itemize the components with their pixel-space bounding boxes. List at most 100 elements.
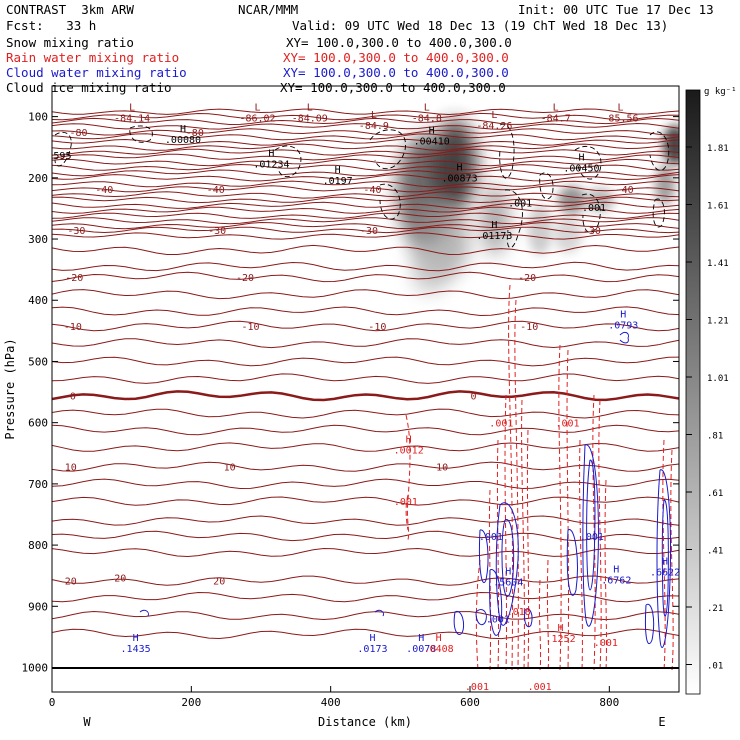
extremum-value: .0012	[394, 445, 424, 456]
temperature-label: -10	[520, 322, 538, 333]
temperature-contour	[52, 185, 679, 193]
y-tick-label: 900	[28, 600, 48, 613]
extremum-value: -85.56	[602, 113, 638, 124]
x-axis-west-label: W	[83, 715, 91, 729]
colorbar-gradient	[685, 89, 701, 695]
temperature-label: -10	[242, 322, 260, 333]
y-tick-label: 800	[28, 539, 48, 552]
extremum-marker: H.1435	[121, 633, 151, 655]
x-axis-label: Distance (km)	[318, 715, 412, 729]
temperature-label: -20	[236, 273, 254, 284]
colorbar-tick-label: 1.61	[707, 202, 729, 212]
colorbar-tick-label: .81	[707, 432, 723, 442]
cloud-ice-contours	[54, 123, 670, 248]
temperature-label: -20	[65, 273, 83, 284]
extremum-value: .6622	[650, 568, 680, 579]
temperature-label: -30	[208, 226, 226, 237]
temperature-contour	[52, 338, 679, 349]
extremum-value: .5604	[493, 577, 523, 588]
cloud-water-contours	[139, 331, 672, 648]
temperature-contour	[52, 320, 679, 332]
extremum-marker: H.0197	[323, 165, 353, 187]
temperature-label: -30	[67, 226, 85, 237]
extremum-marker: H.0078	[406, 633, 436, 655]
contour-value-label: .018	[507, 607, 531, 618]
colorbar-tick-label: 1.21	[707, 317, 729, 327]
temperature-contour	[52, 201, 679, 209]
extremum-letter: H	[491, 220, 497, 231]
temperature-contour	[52, 180, 679, 188]
extremum-value: .1435	[121, 644, 151, 655]
temperature-contour	[52, 153, 679, 161]
colorbar-tick-label: 1.41	[707, 259, 729, 269]
legend-cloud-water-label: Cloud water mixing ratio	[6, 65, 187, 80]
legend-cloud-ice-xy: XY= 100.0,300.0 to 400.0,300.0	[280, 80, 506, 95]
temperature-label: 20	[65, 577, 77, 588]
contour-value-labels: 595.001.001.001.001.001.001.001.001.018.…	[53, 151, 617, 693]
extremum-marker: H.01234	[253, 148, 289, 170]
extremum-letter: H	[505, 566, 511, 577]
extremum-value: -84.9	[359, 121, 389, 132]
extremum-letter: L	[617, 102, 623, 113]
x-tick-label: 0	[49, 696, 56, 709]
extremum-letter: H	[620, 309, 626, 320]
temperature-contour	[52, 496, 679, 506]
legend-cloud-water-xy: XY= 100.0,300.0 to 400.0,300.0	[283, 65, 509, 80]
extremum-value: .0078	[406, 644, 436, 655]
temperature-contour	[52, 169, 679, 177]
temperature-label: -40	[363, 185, 381, 196]
extremum-letter: H	[335, 165, 341, 176]
temperature-contour	[52, 217, 679, 225]
extremum-letter: H	[578, 153, 584, 164]
extremum-value: .0793	[608, 320, 638, 331]
temperature-contour	[52, 138, 679, 146]
temperature-label: 20	[213, 577, 225, 588]
extremum-letter: H	[406, 434, 412, 445]
rain-contours	[405, 284, 674, 671]
colorbar-tick-label: .41	[707, 547, 723, 557]
contour-value-label: .001	[555, 419, 579, 430]
extremum-marker: H.6762	[601, 565, 631, 587]
extremum-marker: L-84.09	[292, 102, 328, 124]
temperature-contour	[52, 289, 679, 300]
extremum-letter: L	[553, 102, 559, 113]
valid-time: Valid: 09 UTC Wed 18 Dec 13 (19 ChT Wed …	[292, 18, 669, 33]
temperature-contour	[52, 232, 679, 240]
colorbar-tick-label: .21	[707, 604, 723, 614]
contour-value-label: .001	[594, 638, 618, 649]
temperature-contour	[52, 212, 679, 219]
extremum-letter: H	[613, 565, 619, 576]
contour-value-label: .001	[465, 682, 489, 693]
temperature-contour	[52, 530, 679, 542]
contour-value-label: .001	[582, 203, 606, 214]
extremum-value: -84.14	[114, 113, 150, 124]
temperature-label: 0	[470, 392, 476, 403]
extremum-marker: H.0408	[424, 633, 454, 655]
extremum-marker: L-84.26	[476, 110, 512, 132]
temperature-contour	[52, 628, 679, 640]
contour-value-label: .001	[489, 419, 513, 430]
extremum-letter: L	[424, 102, 430, 113]
extremum-value: .01234	[253, 159, 289, 170]
extremum-marker: L-84.8	[412, 102, 442, 124]
temperature-contour	[52, 221, 679, 230]
extremum-marker: L-85.56	[602, 102, 638, 124]
extremum-letter: H	[429, 126, 435, 137]
temperature-label: -40	[207, 185, 225, 196]
temperature-contour	[52, 575, 679, 586]
extremum-marker: H.00450	[563, 153, 599, 175]
y-tick-label: 400	[28, 294, 48, 307]
extremum-letter: L	[307, 102, 313, 113]
temperature-label: -10	[64, 322, 82, 333]
extremum-marker: H.0793	[608, 309, 638, 331]
temperature-label: -40	[95, 185, 113, 196]
forecast-hour: Fcst: 33 h	[6, 18, 97, 33]
temperature-label: 0	[70, 392, 76, 403]
temperature-contour	[52, 424, 679, 436]
extremum-marker: H.1252	[546, 623, 576, 645]
temperature-contour	[52, 442, 679, 452]
temperature-contour	[52, 244, 679, 256]
temperature-contour	[52, 206, 679, 214]
temperature-contour	[52, 373, 679, 384]
temperature-contour	[52, 356, 679, 367]
